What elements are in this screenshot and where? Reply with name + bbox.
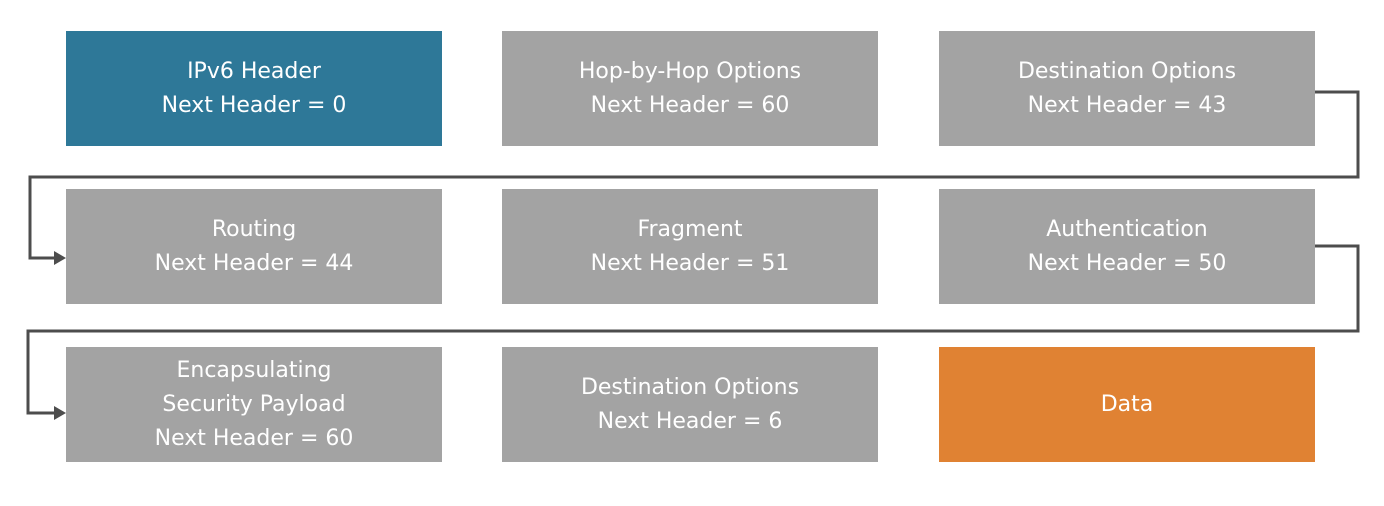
routing-box: Routing Next Header = 44 (66, 189, 442, 304)
next-header-value: Next Header = 44 (154, 250, 354, 276)
box-label: Authentication (1046, 216, 1208, 242)
encapsulating-security-payload-box: Encapsulating Security Payload Next Head… (66, 347, 442, 462)
next-header-value: Next Header = 0 (161, 92, 347, 118)
box-label-line-2: Security Payload (162, 391, 346, 417)
arrowhead-row2 (54, 251, 66, 265)
box-label: IPv6 Header (187, 58, 321, 84)
box-label: Destination Options (1017, 58, 1237, 84)
destination-options-box-2: Destination Options Next Header = 6 (502, 347, 878, 462)
box-label: Data (1100, 391, 1154, 417)
data-box: Data (939, 347, 1315, 462)
next-header-value: Next Header = 43 (1027, 92, 1227, 118)
connector-row1-to-row2 (28, 90, 1360, 260)
next-header-value: Next Header = 60 (154, 425, 354, 451)
connector-row2-to-row3 (26, 244, 1360, 415)
arrowhead-row3 (54, 406, 66, 420)
next-header-value: Next Header = 60 (590, 92, 790, 118)
next-header-value: Next Header = 51 (590, 250, 790, 276)
box-label: Routing (211, 216, 297, 242)
destination-options-box-1: Destination Options Next Header = 43 (939, 31, 1315, 146)
next-header-value: Next Header = 50 (1027, 250, 1227, 276)
ipv6-header-box: IPv6 Header Next Header = 0 (66, 31, 442, 146)
authentication-box: Authentication Next Header = 50 (939, 189, 1315, 304)
hop-by-hop-options-box: Hop-by-Hop Options Next Header = 60 (502, 31, 878, 146)
box-label: Hop-by-Hop Options (578, 58, 802, 84)
box-label: Destination Options (580, 374, 800, 400)
box-label-line-1: Encapsulating (176, 357, 332, 383)
box-label: Fragment (637, 216, 743, 242)
fragment-box: Fragment Next Header = 51 (502, 189, 878, 304)
next-header-value: Next Header = 6 (597, 408, 783, 434)
